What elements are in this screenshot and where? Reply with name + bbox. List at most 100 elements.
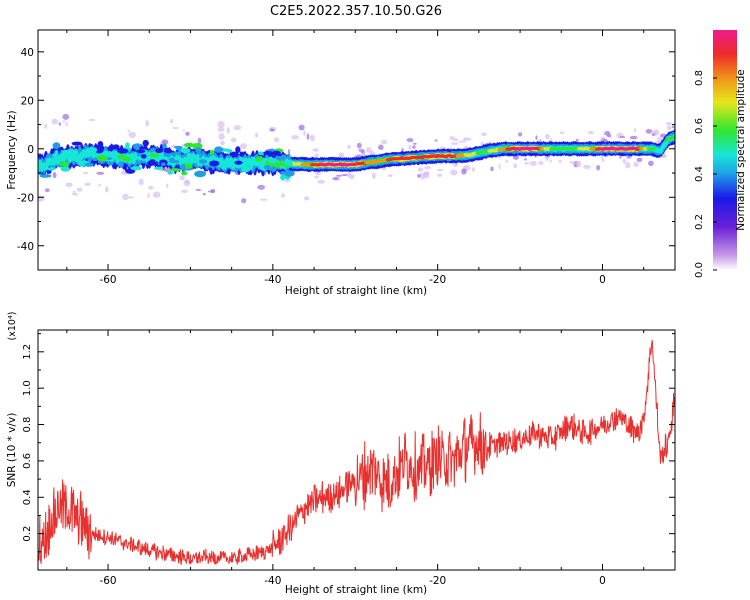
- spectral-energy-cell: [168, 159, 180, 164]
- spectral-speckle: [128, 131, 137, 138]
- spectral-speckle: [96, 171, 105, 175]
- colorbar: 0.0 0.2 0.4 0.6 0.8 Normalized spectral ampl…: [694, 30, 747, 278]
- spectral-energy-cell: [153, 166, 164, 170]
- y-tick-label: 0.8: [22, 417, 33, 433]
- spectral-speckle: [179, 175, 185, 181]
- spectral-energy-cell: [161, 162, 166, 166]
- spectral-speckle: [303, 130, 306, 137]
- spectral-speckle: [530, 160, 537, 167]
- spectral-speckle: [341, 173, 349, 177]
- spectral-energy-cell: [60, 166, 70, 172]
- spectral-speckle: [312, 148, 320, 152]
- spectral-energy-cell: [662, 141, 668, 146]
- spectral-energy-cell: [268, 157, 277, 164]
- spectral-speckle: [378, 144, 384, 151]
- snr-panel: -60 -40 -20 0 0.2 0.4 0.6 0.8 1.0 1.2 Height of s…: [6, 312, 676, 596]
- spectral-speckle: [365, 146, 372, 153]
- spectral-energy-cell: [39, 174, 52, 178]
- snr-plot-area: [38, 330, 675, 570]
- spectral-speckle: [625, 161, 631, 169]
- spectral-energy-cell: [142, 139, 149, 147]
- snr-y-label: SNR (10 * v/v): [6, 413, 18, 488]
- spectral-speckle: [575, 160, 582, 168]
- spectral-speckle: [52, 171, 57, 179]
- spectral-energy-cell: [183, 142, 194, 148]
- spectral-speckle: [463, 137, 467, 143]
- spectral-energy-cell: [234, 160, 243, 165]
- spectral-speckle: [606, 134, 612, 138]
- spectral-energy-cell: [263, 151, 274, 155]
- spectral-speckle: [62, 120, 66, 123]
- spectral-speckle: [98, 183, 102, 187]
- spectral-energy-cell: [52, 142, 61, 150]
- spectral-speckle: [504, 160, 509, 163]
- spectral-speckle: [138, 178, 144, 186]
- x-tick-label: -40: [264, 274, 281, 286]
- spectral-speckle: [408, 144, 412, 151]
- spectral-energy-cell: [276, 156, 284, 161]
- y-tick-label: 0: [27, 144, 34, 156]
- spectral-energy-cell: [96, 155, 109, 162]
- spectral-speckle: [412, 142, 417, 145]
- spectral-speckle: [84, 182, 91, 187]
- spectral-energy-cell: [220, 159, 226, 165]
- spectral-speckle: [105, 186, 109, 193]
- spectrogram-x-label: Height of straight line (km): [285, 285, 427, 297]
- spectral-energy-cell: [84, 162, 94, 167]
- snr-x-label: Height of straight line (km): [285, 584, 427, 596]
- spectral-energy-cell: [280, 171, 288, 175]
- spectral-energy-cell: [112, 144, 120, 150]
- spectral-speckle: [619, 135, 626, 138]
- spectrogram-energy: [38, 113, 675, 204]
- spectral-speckle: [450, 169, 458, 176]
- spectral-speckle: [122, 193, 129, 201]
- spectral-speckle: [437, 173, 443, 177]
- spectral-speckle: [523, 158, 527, 161]
- spectral-speckle: [518, 132, 523, 137]
- spectral-speckle: [338, 152, 345, 158]
- spectral-speckle: [347, 171, 352, 178]
- spectral-energy-cell: [155, 148, 163, 154]
- y-tick-label: 40: [21, 47, 34, 59]
- spectral-speckle: [230, 137, 237, 143]
- spectral-energy-cell: [242, 162, 248, 168]
- spectral-speckle: [83, 171, 89, 175]
- spectral-energy-cell: [163, 148, 173, 154]
- spectral-energy-cell: [65, 149, 77, 155]
- spectrogram-y-label: Frequency (Hz): [6, 110, 18, 189]
- spectral-speckle: [406, 138, 414, 143]
- spectral-speckle: [449, 136, 455, 141]
- x-tick-label: 0: [599, 274, 606, 286]
- spectral-speckle: [490, 166, 494, 172]
- spectral-speckle: [424, 166, 432, 170]
- colorbar-tick-label: 0.6: [694, 118, 705, 134]
- spectral-energy-cell: [131, 157, 136, 163]
- spectral-speckle: [371, 172, 376, 179]
- spectral-speckle: [195, 188, 202, 191]
- spectral-energy-cell: [180, 147, 191, 154]
- spectral-energy-cell: [257, 151, 265, 156]
- spectral-energy-cell: [222, 163, 228, 168]
- spectral-speckle: [127, 129, 131, 132]
- spectral-speckle: [62, 113, 70, 120]
- spectral-speckle: [298, 124, 305, 131]
- spectral-energy-cell: [149, 159, 156, 164]
- y-tick-label: -40: [17, 241, 34, 253]
- spectral-speckle: [569, 161, 576, 164]
- x-tick-label: 0: [599, 575, 606, 587]
- spectral-speckle: [217, 121, 225, 128]
- x-tick-label: -60: [99, 274, 116, 286]
- spectral-speckle: [549, 159, 552, 163]
- spectral-speckle: [185, 131, 190, 136]
- spectral-energy-cell: [140, 153, 147, 159]
- spectral-speckle: [76, 187, 83, 192]
- spectral-speckle: [145, 119, 150, 127]
- colorbar-tick-label: 0.2: [694, 214, 705, 230]
- spectral-speckle: [388, 174, 393, 178]
- spectral-speckle: [257, 184, 266, 190]
- spectral-energy-cell: [69, 155, 82, 162]
- spectral-speckle: [523, 162, 530, 165]
- spectral-energy-cell: [209, 149, 215, 156]
- spectral-energy-cell: [117, 148, 129, 154]
